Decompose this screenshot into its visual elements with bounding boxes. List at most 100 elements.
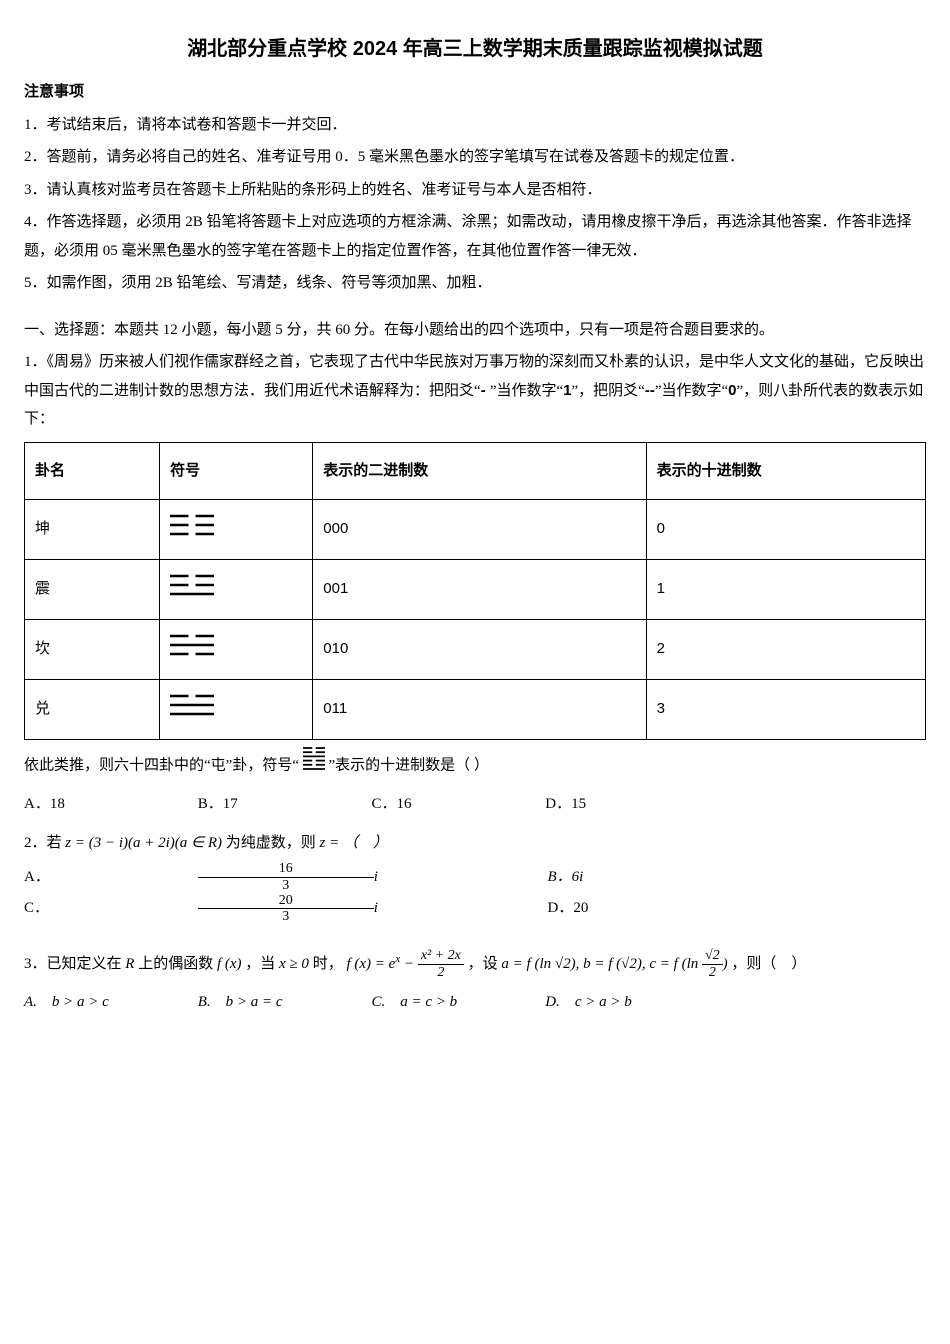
- table-row: 震 001 1: [25, 560, 926, 620]
- q2-pre: 2．若: [24, 835, 62, 851]
- gua-table: 卦名 符号 表示的二进制数 表示的十进制数 坤 000 0 震 001 1 坎 …: [24, 442, 926, 741]
- question-1-text: 1．《周易》历来被人们视作儒家群经之首，它表现了古代中华民族对万事万物的深刻而又…: [24, 348, 926, 434]
- fraction: x² + 2x 2: [418, 948, 464, 980]
- hexagram-icon: [303, 746, 325, 786]
- frac-num: √2: [702, 948, 723, 964]
- q1-text: ”当作数字“: [490, 383, 563, 399]
- frac-num: 16: [198, 861, 374, 877]
- opt-suf: i: [374, 863, 544, 892]
- q1-options: A．18 B．17 C．16 D．15: [24, 790, 926, 819]
- cell-name: 坎: [25, 620, 160, 680]
- notice-item: 2．答题前，请务必将自己的姓名、准考证号用 0．5 毫米黑色墨水的签字笔填写在试…: [24, 143, 926, 172]
- cell-dec: 1: [646, 560, 925, 620]
- fdef-minus: −: [400, 956, 418, 972]
- th-bin: 表示的二进制数: [313, 442, 646, 500]
- q3-text: 3．已知定义在: [24, 956, 125, 972]
- frac-num: x² + 2x: [418, 948, 464, 964]
- option-a: A．18: [24, 790, 194, 819]
- q1-zero: 0: [728, 382, 736, 399]
- q3-text: ，设: [468, 956, 502, 972]
- cell-bin: 011: [313, 680, 646, 740]
- cell-symbol: [160, 620, 313, 680]
- section-intro: 一、选择题：本题共 12 小题，每小题 5 分，共 60 分。在每小题给出的四个…: [24, 316, 926, 345]
- opt-label: C．: [24, 894, 194, 923]
- cell-dec: 0: [646, 500, 925, 560]
- trigram-icon: [170, 694, 302, 725]
- q2-options: A． 16 3 i B．6i C． 20 3 i D．20: [24, 861, 926, 925]
- q1-text: ”表示的十进制数是（ ）: [328, 758, 488, 774]
- q1-text: 依此类推，则六十四卦中的“屯”卦，符号“: [24, 758, 299, 774]
- sqrt2: √2: [555, 956, 571, 972]
- abc-a3: ), c = f (ln: [637, 956, 702, 972]
- page-title: 湖北部分重点学校 2024 年高三上数学期末质量跟踪监视模拟试题: [24, 30, 926, 68]
- frac-den: 2: [418, 965, 464, 980]
- fraction: √2 2: [702, 948, 723, 980]
- q1-yang: -: [481, 382, 490, 399]
- notice-header: 注意事项: [24, 78, 926, 107]
- th-symbol: 符号: [160, 442, 313, 500]
- option-b: B．6i: [548, 863, 718, 892]
- option-d: D．15: [545, 790, 715, 819]
- abc-a: a = f (ln: [501, 956, 554, 972]
- notice-item: 1．考试结束后，请将本试卷和答题卡一并交回．: [24, 111, 926, 140]
- q3-fdef: f (x) = ex − x² + 2x 2: [346, 956, 467, 972]
- th-name: 卦名: [25, 442, 160, 500]
- cell-symbol: [160, 680, 313, 740]
- cell-symbol: [160, 500, 313, 560]
- option-d: D．20: [548, 894, 718, 923]
- notice-item: 5．如需作图，须用 2B 铅笔绘、写清楚，线条、符号等须加黑、加粗．: [24, 269, 926, 298]
- frac-den: 2: [702, 965, 723, 980]
- cell-bin: 001: [313, 560, 646, 620]
- trigram-icon: [170, 514, 302, 545]
- cell-name: 兑: [25, 680, 160, 740]
- q1-text: ”，把阴爻“: [572, 383, 645, 399]
- option-a: A． 16 3 i: [24, 861, 544, 893]
- cell-name: 坤: [25, 500, 160, 560]
- abc-a2: ), b = f (: [571, 956, 622, 972]
- q3-tail: ，则（ ）: [731, 956, 806, 972]
- q1-yin: --: [645, 382, 655, 399]
- fraction: 20 3: [198, 893, 374, 925]
- cell-name: 震: [25, 560, 160, 620]
- frac-den: 3: [198, 878, 374, 893]
- table-row: 坤 000 0: [25, 500, 926, 560]
- q1-text-continue: 依此类推，则六十四卦中的“屯”卦，符号“ ”表示的十进制数是（ ）: [24, 746, 926, 786]
- cell-dec: 2: [646, 620, 925, 680]
- cell-bin: 010: [313, 620, 646, 680]
- cell-bin: 000: [313, 500, 646, 560]
- q3-R: R: [125, 956, 134, 972]
- q3-text: ，当: [245, 956, 279, 972]
- frac-num: 20: [198, 893, 374, 909]
- q2-mid: 为纯虚数，则: [226, 835, 316, 851]
- trigram-icon: [170, 634, 302, 665]
- opt-label: A．: [24, 863, 194, 892]
- q3-text: 时，: [313, 956, 343, 972]
- trigram-icon: [170, 574, 302, 605]
- opt-suf: i: [374, 894, 544, 923]
- question-2-text: 2．若 z = (3 − i)(a + 2i)(a ∈ R) 为纯虚数，则 z …: [24, 829, 926, 858]
- frac-den: 3: [198, 909, 374, 924]
- fraction: 16 3: [198, 861, 374, 893]
- q3-options: A. b > a > c B. b > a = c C. a = c > b D…: [24, 988, 926, 1017]
- q3-abc: a = f (ln √2), b = f (√2), c = f (ln √2 …: [501, 956, 731, 972]
- option-c: C． 20 3 i: [24, 893, 544, 925]
- q1-one: 1: [563, 382, 571, 399]
- question-3-text: 3．已知定义在 R 上的偶函数 f (x) ，当 x ≥ 0 时， f (x) …: [24, 945, 926, 984]
- fdef-lhs: f (x) = e: [346, 956, 395, 972]
- table-row: 坎 010 2: [25, 620, 926, 680]
- q2-expr: z = (3 − i)(a + 2i)(a ∈ R): [65, 835, 226, 851]
- notice-item: 4．作答选择题，必须用 2B 铅笔将答题卡上对应选项的方框涂满、涂黑；如需改动，…: [24, 208, 926, 265]
- table-header-row: 卦名 符号 表示的二进制数 表示的十进制数: [25, 442, 926, 500]
- cell-symbol: [160, 560, 313, 620]
- q3-fx: f (x): [217, 956, 242, 972]
- q3-cond: x ≥ 0: [279, 956, 309, 972]
- option-b: B. b > a = c: [198, 988, 368, 1017]
- q1-text: ”当作数字“: [655, 383, 728, 399]
- option-d: D. c > a > b: [545, 988, 715, 1017]
- option-c: C. a = c > b: [372, 988, 542, 1017]
- option-c: C．16: [372, 790, 542, 819]
- q3-text: 上的偶函数: [138, 956, 217, 972]
- table-row: 兑 011 3: [25, 680, 926, 740]
- q2-post: z = （ ）: [320, 835, 388, 851]
- sqrt2: √2: [621, 956, 637, 972]
